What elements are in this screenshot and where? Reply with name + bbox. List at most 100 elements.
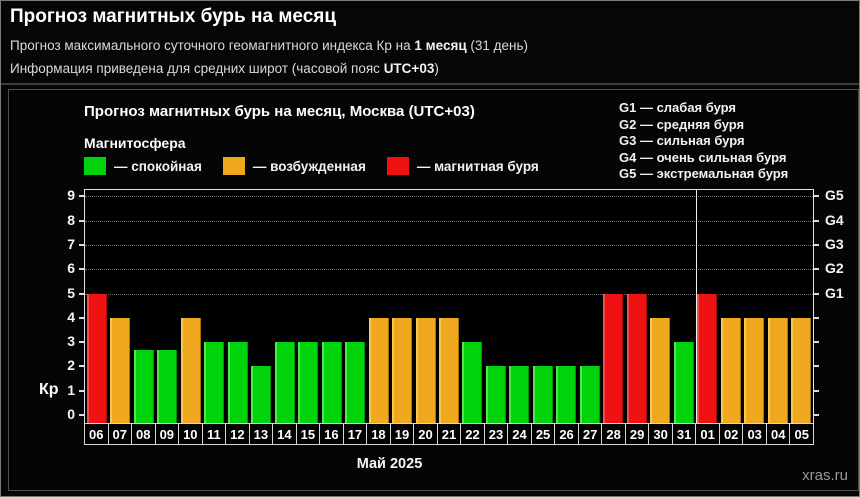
day-label: 05 [789,423,814,445]
header-divider [1,83,859,85]
page-title: Прогноз магнитных бурь на месяц [10,6,337,27]
day-label: 04 [765,423,791,445]
bar-day-16 [321,342,342,424]
legend-item-quiet: — спокойная [84,157,202,175]
day-label: 27 [577,423,603,445]
day-label: 16 [319,423,344,445]
y-tick-label: 9 [67,187,75,204]
legend-item-label: — магнитная буря [416,158,539,174]
day-label: 20 [413,423,438,445]
g-axis-label-g5: G5 [825,187,844,204]
day-label: 03 [742,423,767,445]
bar-day-01 [697,293,718,424]
magnetosphere-legend: — спокойная — возбужденная — магнитная б… [84,157,539,175]
bar-day-20 [415,317,436,424]
bar-day-15 [298,342,319,424]
y-tick-right [814,389,819,392]
g-scale-legend-line: G4 — очень сильная буря [619,149,787,165]
day-label: 14 [272,423,297,445]
bar-day-18 [368,317,389,424]
bar-day-22 [462,342,483,424]
bar-day-13 [251,366,272,424]
gridline-kp8 [85,220,813,222]
y-tick-right [814,414,819,416]
bar-day-25 [532,366,553,424]
bar-day-02 [720,317,741,424]
y-tick-left [79,292,84,295]
bar-day-23 [485,366,506,424]
y-tick-left [79,195,84,198]
bar-day-05 [791,317,812,424]
y-tick-label: 7 [67,236,75,253]
legend-item-label: — возбужденная [252,158,366,174]
bar-day-27 [579,366,600,424]
bar-day-10 [180,317,201,424]
chart-title: Прогноз магнитных бурь на месяц, Москва … [84,103,475,120]
day-label: 01 [695,423,720,445]
day-label: 10 [178,423,203,445]
bar-day-03 [744,317,765,424]
gridline-kp6 [85,269,813,271]
y-tick-label: 3 [67,333,75,350]
y-tick-label: 0 [67,406,75,422]
y-tick-left [79,316,84,319]
y-tick-left [79,365,84,368]
day-label: 22 [460,423,485,445]
y-axis-title: Кр [39,381,59,398]
y-tick-right [814,244,819,247]
y-tick-label: 6 [67,260,75,277]
y-tick-label: 5 [67,284,75,301]
g-scale-legend-line: G3 — сильная буря [619,133,745,148]
y-tick-left [79,219,84,222]
chart-panel: Прогноз магнитных бурь на месяц, Москва … [8,89,859,491]
g-scale-legend-line: G2 — средняя буря [619,116,745,132]
g-scale-legend-line: G1 — слабая буря [619,100,737,115]
day-label: 11 [201,423,227,445]
x-axis-title: Май 2025 [356,456,423,472]
bar-day-24 [509,366,530,424]
storm-color-swatch [386,157,409,175]
bar-day-29 [626,293,647,424]
day-label: 26 [554,423,579,445]
gridline-kp9 [85,196,813,198]
y-tick-right [814,195,819,198]
subtitle-forecast-suffix: (31 день) [466,38,529,53]
bar-day-14 [274,342,295,424]
bar-day-12 [227,342,248,424]
bar-day-09 [157,350,178,424]
excited-color-swatch [222,157,245,175]
subtitle-timezone-bold: UTC+03 [383,61,435,76]
subtitle-timezone: Информация приведена для средних широт (… [10,61,439,76]
gridline-kp5 [85,293,813,295]
day-label: 12 [225,423,250,445]
day-label: 07 [107,423,133,445]
bar-day-30 [650,317,671,424]
y-tick-right [814,316,819,319]
y-tick-left [79,414,84,416]
day-label: 06 [84,423,109,445]
bar-day-17 [345,342,366,424]
g-axis-label-g2: G2 [825,260,844,277]
legend-item-excited: — возбужденная [222,157,366,175]
bar-day-06 [86,293,107,424]
day-label: 24 [507,423,532,445]
day-label: 28 [601,423,626,445]
y-tick-left [79,341,84,344]
bar-day-19 [392,317,413,424]
legend-title: Магнитосфера [84,135,186,151]
gridline-kp7 [85,245,813,247]
y-tick-left [79,389,84,392]
bar-day-11 [204,342,225,424]
plot-area: 0 1 2 3 4 5 6 7 8 9 G1 G2 G3 G4 G5 [67,187,844,425]
quiet-color-swatch [84,157,106,175]
day-label: 17 [342,423,368,445]
y-tick-right [814,365,819,368]
subtitle-forecast-bold: 1 месяц [414,38,467,53]
subtitle-forecast-prefix: Прогноз максимального суточного геомагни… [10,38,415,53]
g-scale-legend: G1 — слабая буря G2 — средняя буря G3 — … [619,100,788,183]
y-tick-label: 1 [67,381,75,398]
day-label: 29 [624,423,650,445]
day-label: 13 [248,423,274,445]
bar-day-07 [110,317,131,424]
legend-item-label: — спокойная [114,158,202,174]
